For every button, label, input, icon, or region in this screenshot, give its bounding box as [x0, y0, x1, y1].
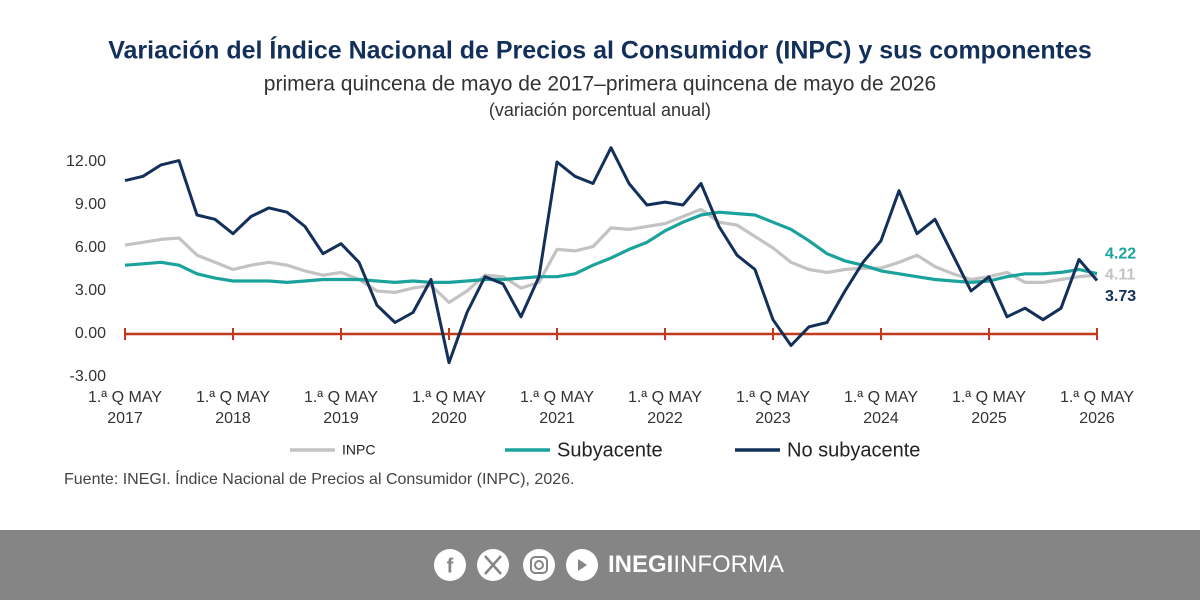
x-tick-label: 1.ª Q MAY 2023: [736, 389, 810, 427]
x-tick-label: 1.ª Q MAY 2026: [1060, 389, 1134, 427]
x-tick-label: 1.ª Q MAY 2017: [88, 389, 162, 427]
brand: INEGIINFORMA: [608, 551, 784, 578]
series-line: [124, 146, 1099, 365]
x-tick-line: 2020: [431, 410, 467, 427]
chart-subtitle: primera quincena de mayo de 2017–primera…: [264, 73, 936, 96]
x-tick-line: 2024: [863, 410, 899, 427]
source: Fuente: INEGI. Índice Nacional de Precio…: [64, 469, 574, 488]
y-tick-label: 12.00: [66, 153, 106, 170]
x-tick-line: 2019: [323, 410, 359, 427]
x-tick-line: 1.ª Q MAY: [844, 389, 918, 406]
series-line: [124, 210, 1098, 284]
end-value-label: 4.11: [1105, 266, 1135, 283]
brand-rest: INFORMA: [673, 551, 784, 578]
y-tick-label: 3.00: [75, 282, 106, 299]
legend-label: INPC: [342, 442, 375, 458]
x-tick-label: 1.ª Q MAY 2018: [196, 389, 270, 427]
x-tick-line: 2021: [539, 410, 575, 427]
end-value-label: 3.73: [1105, 288, 1136, 305]
chart-note: (variación porcentual anual): [489, 100, 711, 120]
x-tick-line: 1.ª Q MAY: [304, 389, 378, 406]
x-tick-line: 1.ª Q MAY: [196, 389, 270, 406]
brand-bold: INEGI: [608, 551, 673, 578]
y-tick-label: -3.00: [70, 368, 107, 385]
footer-bar: [0, 530, 1200, 600]
legend-label: Subyacente: [557, 439, 663, 461]
x-tick-line: 1.ª Q MAY: [628, 389, 702, 406]
x-tick-line: 2026: [1079, 410, 1115, 427]
x-tick-label: 1.ª Q MAY 2020: [412, 389, 486, 427]
facebook-icon[interactable]: [434, 549, 466, 581]
x-tick-line: 2025: [971, 410, 1007, 427]
svg-text:f: f: [447, 555, 454, 577]
x-tick-line: 2022: [647, 410, 683, 427]
x-tick-line: 1.ª Q MAY: [520, 389, 594, 406]
series-line: [124, 207, 1098, 305]
social-icons: f: [434, 549, 598, 581]
chart-title: Variación del Índice Nacional de Precios…: [108, 36, 1092, 65]
x-tick-label: 1.ª Q MAY 2019: [304, 389, 378, 427]
x-tick-line: 1.ª Q MAY: [88, 389, 162, 406]
x-tick-line: 1.ª Q MAY: [736, 389, 810, 406]
y-tick-label: 9.00: [75, 196, 106, 213]
x-tick-line: 2018: [215, 410, 251, 427]
x-tick-line: 1.ª Q MAY: [1060, 389, 1134, 406]
x-tick-line: 2023: [755, 410, 791, 427]
instagram-icon[interactable]: [523, 549, 555, 581]
x-tick-line: 1.ª Q MAY: [412, 389, 486, 406]
legend-label: No subyacente: [787, 439, 920, 461]
x-tick-label: 1.ª Q MAY 2022: [628, 389, 702, 427]
y-tick-label: 6.00: [75, 239, 106, 256]
x-tick-label: 1.ª Q MAY 2025: [952, 389, 1026, 427]
x-tick-line: 2017: [107, 410, 143, 427]
x-tick-line: 1.ª Q MAY: [952, 389, 1026, 406]
y-tick-label: 0.00: [75, 325, 106, 342]
end-value-label: 4.22: [1105, 246, 1136, 263]
x-tick-label: 1.ª Q MAY 2021: [520, 389, 594, 427]
x-tick-label: 1.ª Q MAY 2024: [844, 389, 918, 427]
